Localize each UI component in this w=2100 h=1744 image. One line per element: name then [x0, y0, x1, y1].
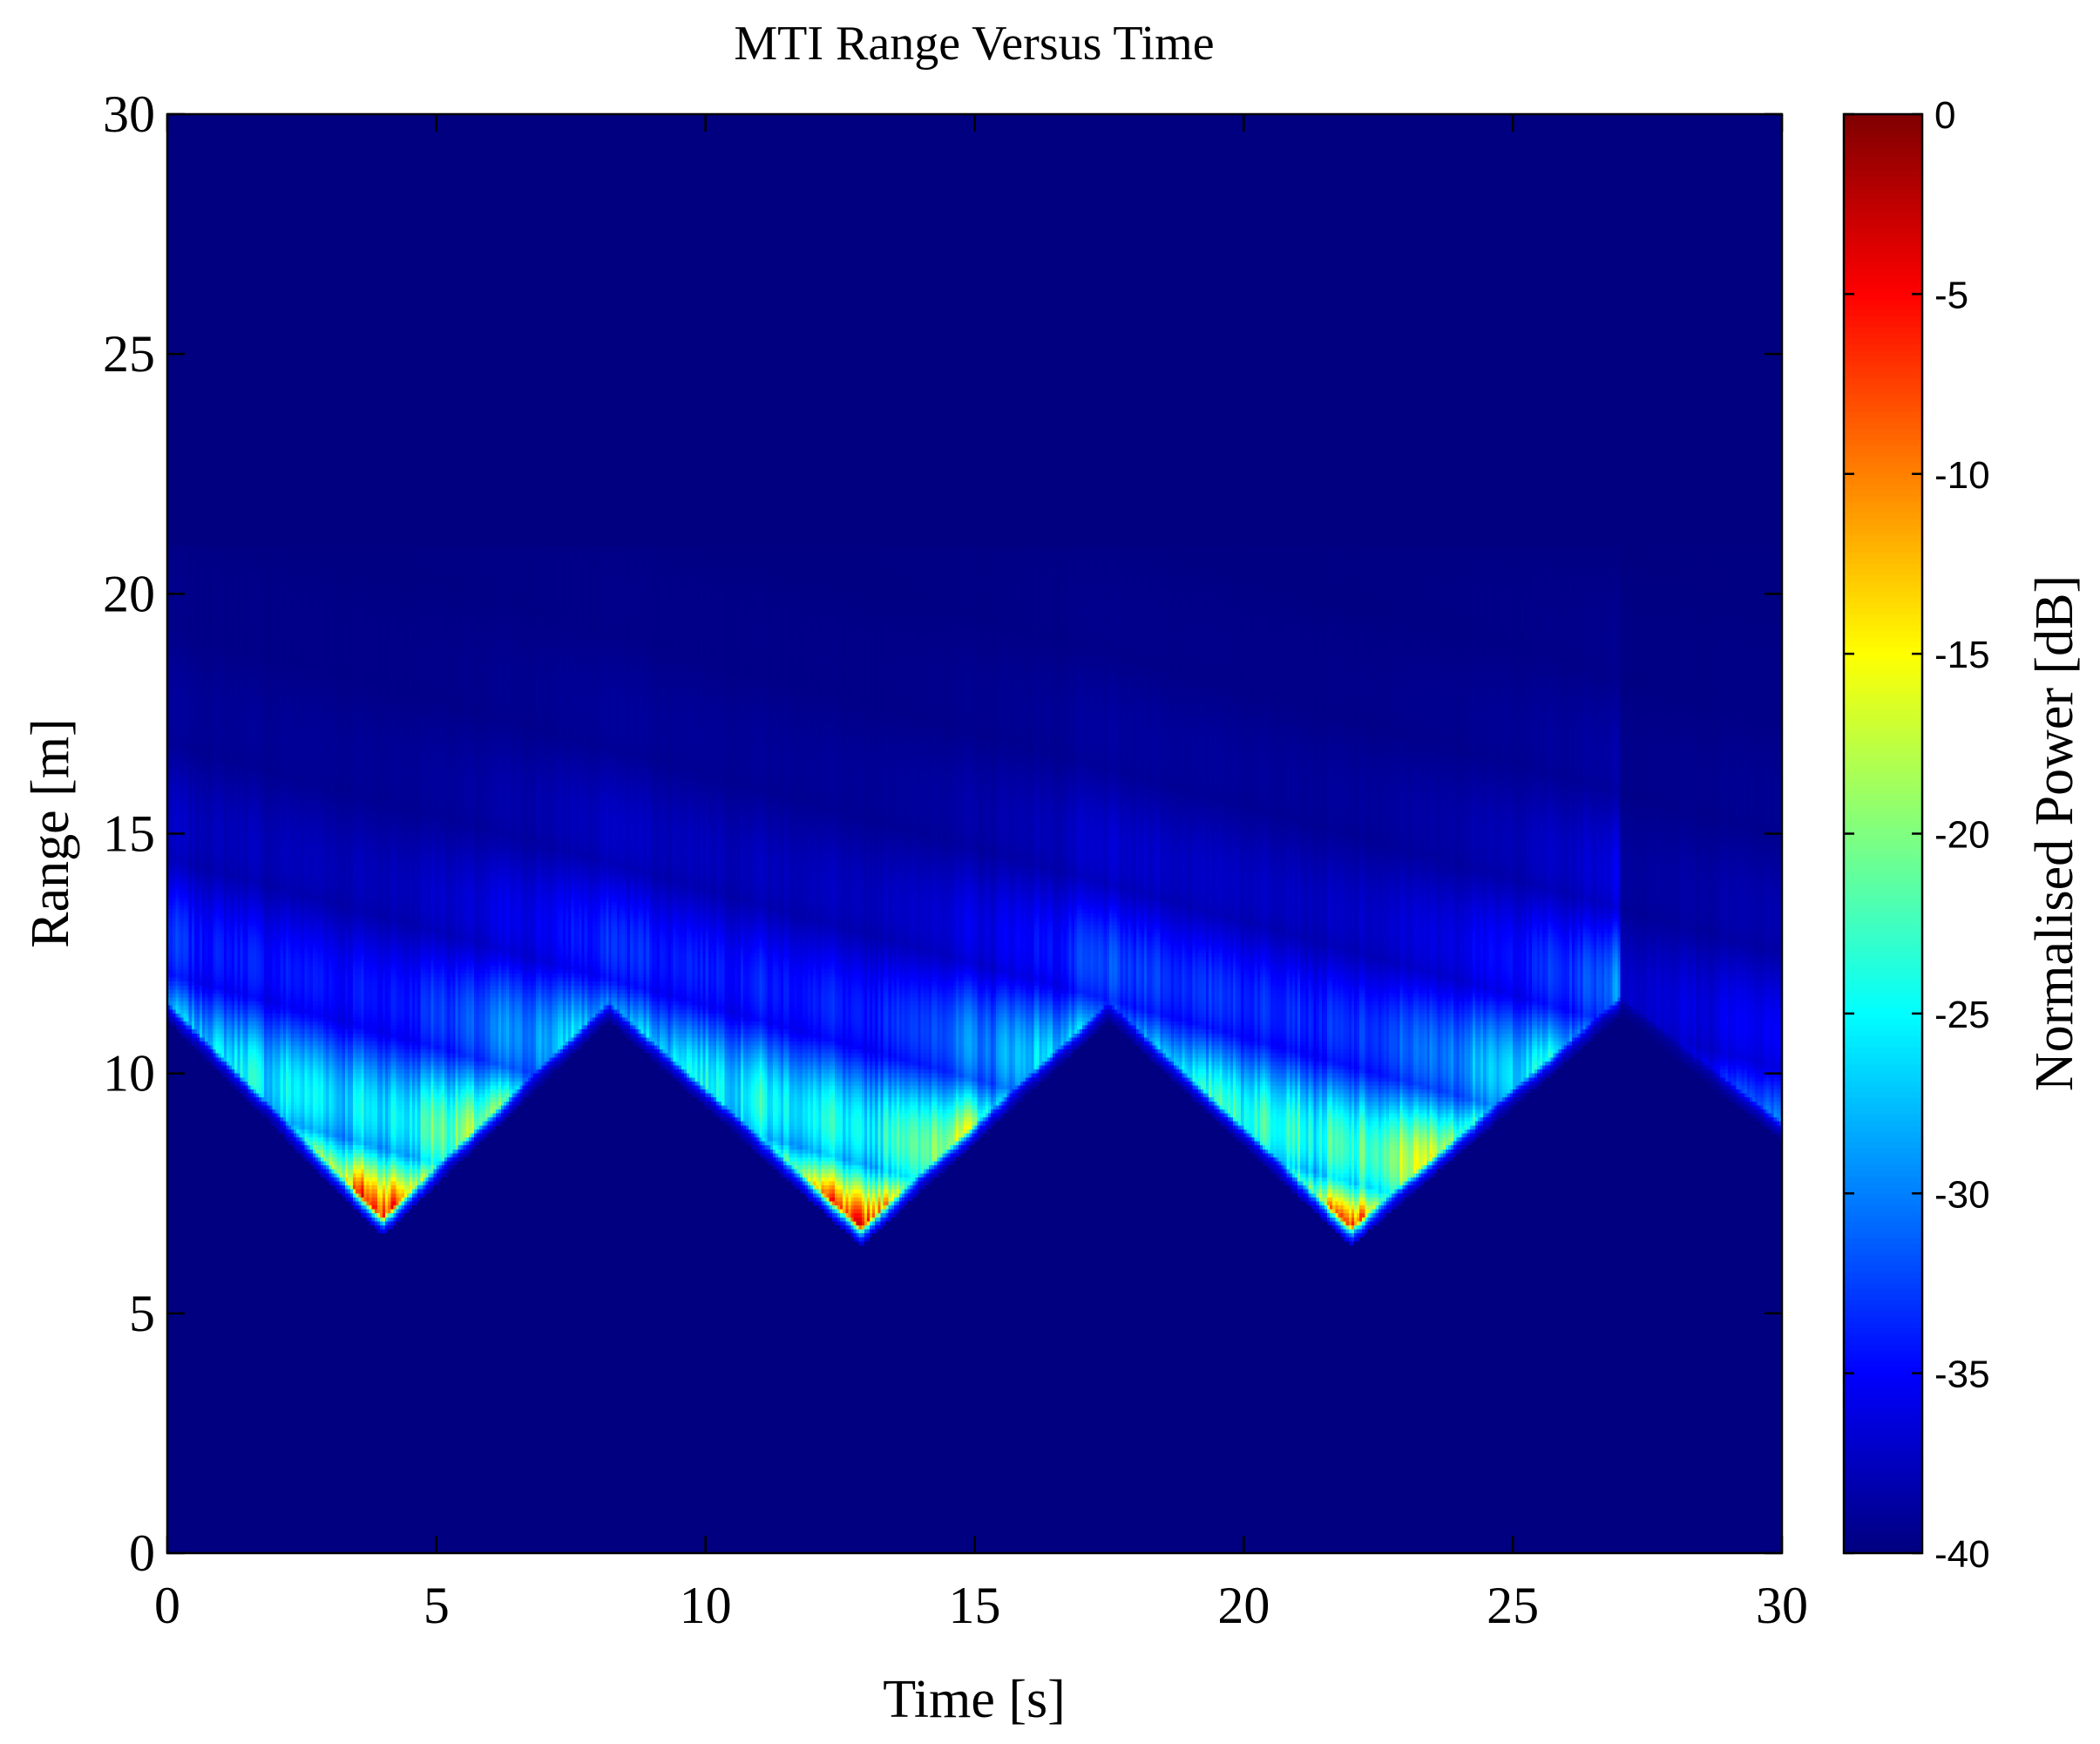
y-tick-label: 20 — [103, 565, 155, 622]
plot-frame — [166, 112, 1784, 1555]
colorbar-tick-label: -10 — [1934, 454, 1990, 497]
colorbar-label: Normalised Power [dB] — [2025, 575, 2084, 1091]
colorbar-ticks: 0 -5 -10 -15 -20 -25 -30 -35 -40 — [1844, 94, 1990, 1576]
colorbar-tick-label: -20 — [1934, 814, 1990, 857]
x-tick-label: 30 — [1756, 1577, 1808, 1634]
y-tick-label: 15 — [103, 805, 155, 863]
chart-title: MTI Range Versus Time — [734, 17, 1214, 71]
x-tick-label: 5 — [423, 1577, 450, 1634]
y-tick-label: 5 — [129, 1285, 155, 1342]
y-tick-label: 10 — [103, 1045, 155, 1103]
colorbar-gradient — [1844, 114, 1922, 1553]
x-tick-label: 20 — [1217, 1577, 1270, 1634]
y-tick-label: 30 — [103, 85, 155, 143]
colorbar-tick-label: -25 — [1934, 994, 1990, 1036]
y-axis-ticks: 0 5 10 15 20 25 30 — [103, 85, 1782, 1582]
x-tick-label: 15 — [949, 1577, 1001, 1634]
x-tick-label: 10 — [680, 1577, 732, 1634]
heatmap-image — [167, 114, 1782, 1553]
colorbar-tick-label: -15 — [1934, 634, 1990, 676]
colorbar-tick-label: -5 — [1934, 274, 1968, 316]
y-tick-label: 0 — [129, 1524, 155, 1582]
y-tick-label: 25 — [103, 325, 155, 383]
x-axis-label: Time [s] — [883, 1670, 1066, 1729]
colorbar-tick-label: -30 — [1934, 1173, 1990, 1216]
colorbar-frame — [1842, 112, 1924, 1555]
colorbar-tick-label: 0 — [1934, 94, 1955, 137]
y-axis-label: Range [m] — [21, 718, 80, 947]
x-tick-label: 0 — [154, 1577, 180, 1634]
x-tick-label: 25 — [1487, 1577, 1539, 1634]
colorbar-tick-label: -40 — [1934, 1533, 1990, 1576]
x-axis-ticks: 0 5 10 15 20 25 30 — [154, 114, 1808, 1634]
colorbar-tick-label: -35 — [1934, 1354, 1990, 1396]
